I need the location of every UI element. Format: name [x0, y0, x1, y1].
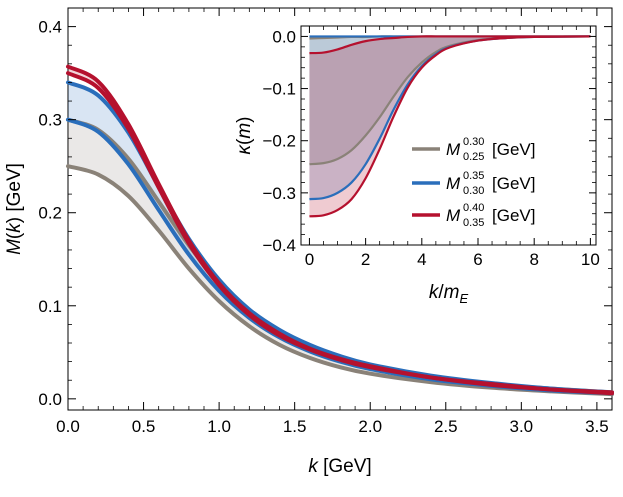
inset-y-ticks: 0.0 −0.1 −0.2 −0.3 −0.4 [262, 27, 596, 255]
inset-x-tick-label: 0 [305, 250, 314, 269]
inset-x-tick-label: 4 [417, 250, 426, 269]
main-x-tick-label: 0.5 [132, 417, 156, 436]
main-y-tick-label: 0.4 [38, 18, 62, 37]
main-x-tick-label: 0.0 [56, 417, 80, 436]
legend-sub-1: 0.30 [463, 185, 484, 197]
inset-plot-frame [300, 25, 597, 246]
inset-background [301, 26, 596, 245]
inset-x-tick-label: 6 [473, 250, 482, 269]
inset-bands [309, 36, 591, 217]
legend-symbol-0: M [446, 140, 461, 159]
inset-lines [309, 35, 591, 218]
main-y-tick-label: 0.2 [38, 204, 62, 223]
main-x-tick-label: 3.0 [510, 417, 534, 436]
inset-y-tick-label: −0.1 [262, 80, 296, 99]
main-lines [66, 64, 614, 397]
legend-unit-1: [GeV] [492, 174, 535, 193]
inset-y-tick-label: −0.4 [262, 236, 296, 255]
legend: M 0.300.25 [GeV]M 0.350.30 [GeV]M 0.400.35 [Ge… [412, 136, 535, 229]
legend-sup-0: 0.30 [463, 136, 484, 148]
inset-x-tick-label: 8 [529, 250, 538, 269]
main-y-tick-label: 0.1 [38, 297, 62, 316]
legend-symbol-2: M [446, 206, 461, 225]
main-x-tick-label: 2.0 [358, 417, 382, 436]
main-series-line-0 [66, 164, 614, 397]
legend-sub-0: 0.25 [463, 151, 484, 163]
inset-series-upper-line-2 [309, 35, 591, 55]
legend-unit-2: [GeV] [492, 206, 535, 225]
main-y-ticks: 0.0 0.1 0.2 0.3 0.4 [38, 18, 612, 409]
main-series-line-5 [66, 64, 614, 395]
legend-sup-1: 0.35 [463, 170, 484, 182]
legend-symbol-1: M [446, 174, 461, 193]
inset-band-0 [309, 36, 591, 165]
legend-sub-2: 0.35 [463, 217, 484, 229]
inset-x-tick-label: 2 [361, 250, 370, 269]
main-y-axis-title: M(k) [GeV] [4, 163, 25, 255]
legend-unit-0: [GeV] [492, 140, 535, 159]
inset-y-tick-label: −0.2 [262, 132, 296, 151]
main-x-tick-label: 1.0 [207, 417, 231, 436]
main-x-tick-label: 1.5 [283, 417, 307, 436]
main-x-ticks: 0.0 0.5 1.0 1.5 2.0 2.5 3.0 3.5 [56, 8, 609, 436]
inset-x-ticks: 0 2 4 6 8 10 [305, 26, 600, 269]
inset-y-tick-label: 0.0 [272, 27, 296, 46]
legend-sup-2: 0.40 [463, 202, 484, 214]
inset-x-axis-title: k/mE [429, 282, 469, 306]
main-y-tick-label: 0.3 [38, 111, 62, 130]
main-chart: 0.0 0.5 1.0 1.5 2.0 2.5 3.0 3.5 0.0 0.1 0.2 0.3 0.4… [4, 7, 614, 477]
main-y-tick-label: 0.0 [38, 390, 62, 409]
inset-series-line-2 [309, 35, 591, 218]
inset-band-1 [309, 36, 591, 200]
main-x-tick-label: 2.5 [434, 417, 458, 436]
main-x-tick-label: 3.5 [585, 417, 609, 436]
main-x-axis-title: k [GeV] [308, 456, 371, 477]
inset-x-tick-label: 10 [581, 250, 600, 269]
inset-band-2 [309, 36, 591, 217]
inset-y-tick-label: −0.3 [262, 184, 296, 203]
inset-y-axis-title: κ(m) [234, 117, 255, 155]
